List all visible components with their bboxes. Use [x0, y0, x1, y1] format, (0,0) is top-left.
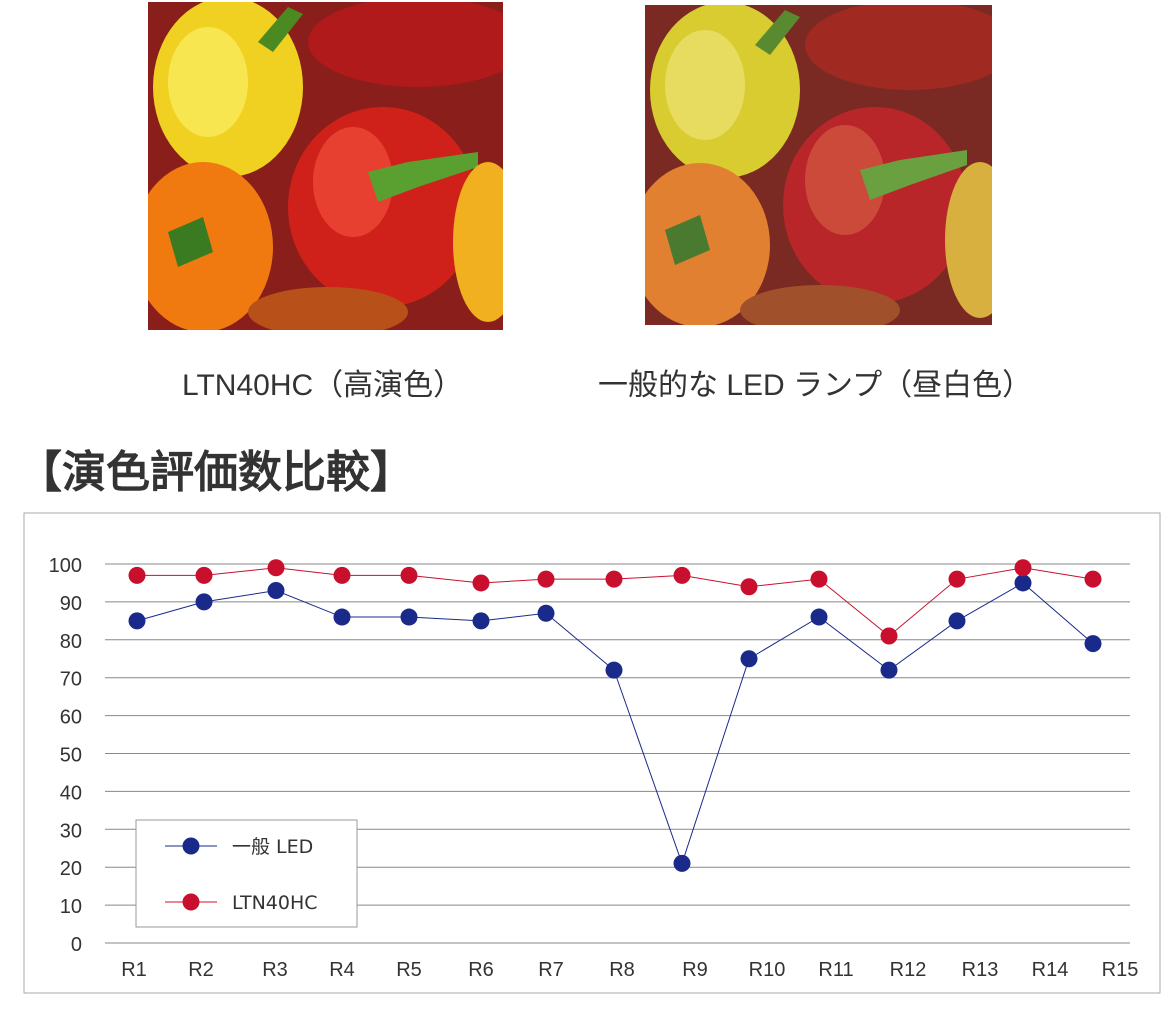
photo-general-led [645, 5, 992, 325]
legend-box [135, 819, 358, 928]
data-point [948, 612, 966, 630]
x-tick-label: R4 [329, 959, 355, 981]
caption-general-led: 一般的な LED ランプ（昼白色） [598, 369, 1033, 402]
data-point [267, 559, 285, 577]
x-tick-label: R6 [468, 959, 494, 981]
x-tick-label: R2 [188, 959, 214, 981]
data-point [740, 650, 758, 668]
x-tick-label: R12 [890, 959, 927, 981]
x-tick-label: R1 [121, 959, 147, 981]
y-tick-label: 40 [60, 782, 82, 804]
y-tick-label: 0 [71, 934, 82, 956]
legend-marker [182, 893, 200, 911]
x-tick-label: R7 [538, 959, 564, 981]
data-point [880, 627, 898, 645]
y-tick-label: 60 [60, 707, 82, 729]
data-point [267, 582, 285, 600]
data-point [537, 604, 555, 622]
legend-marker [182, 837, 200, 855]
section-title: 【演色評価数比較】 [18, 447, 414, 498]
data-point [333, 566, 351, 584]
y-tick-label: 100 [49, 555, 82, 577]
x-tick-label: R13 [962, 959, 999, 981]
caption-ltn40hc: LTN40HC（高演色） [182, 369, 464, 402]
data-point [128, 566, 146, 584]
data-point [400, 608, 418, 626]
y-tick-label: 30 [60, 820, 82, 842]
data-point [605, 661, 623, 679]
x-tick-label: R15 [1102, 959, 1139, 981]
legend-label: LTN40HC [232, 892, 318, 914]
data-point [195, 593, 213, 611]
x-tick-label: R5 [396, 959, 422, 981]
data-point [128, 612, 146, 630]
data-point [1084, 635, 1102, 653]
data-point [673, 566, 691, 584]
x-tick-label: R9 [682, 959, 708, 981]
data-point [948, 570, 966, 588]
y-tick-label: 80 [60, 631, 82, 653]
data-point [880, 661, 898, 679]
x-tick-label: R10 [749, 959, 786, 981]
y-tick-label: 90 [60, 593, 82, 615]
data-point [810, 570, 828, 588]
data-point [333, 608, 351, 626]
data-point [740, 578, 758, 596]
x-tick-label: R14 [1032, 959, 1069, 981]
data-point [400, 566, 418, 584]
data-point [195, 566, 213, 584]
y-tick-label: 10 [60, 896, 82, 918]
x-tick-label: R8 [609, 959, 635, 981]
y-tick-label: 70 [60, 669, 82, 691]
x-tick-label: R3 [262, 959, 288, 981]
data-point [472, 574, 490, 592]
data-point [1084, 570, 1102, 588]
y-tick-label: 20 [60, 858, 82, 880]
data-point [472, 612, 490, 630]
legend-label: 一般 LED [232, 836, 313, 858]
photo-ltn40hc [148, 2, 503, 330]
chart-frame [23, 512, 1161, 994]
y-tick-label: 50 [60, 745, 82, 767]
data-point [810, 608, 828, 626]
data-point [605, 570, 623, 588]
data-point [673, 854, 691, 872]
data-point [1014, 574, 1032, 592]
x-tick-label: R11 [818, 959, 853, 981]
data-point [537, 570, 555, 588]
data-point [1014, 559, 1032, 577]
